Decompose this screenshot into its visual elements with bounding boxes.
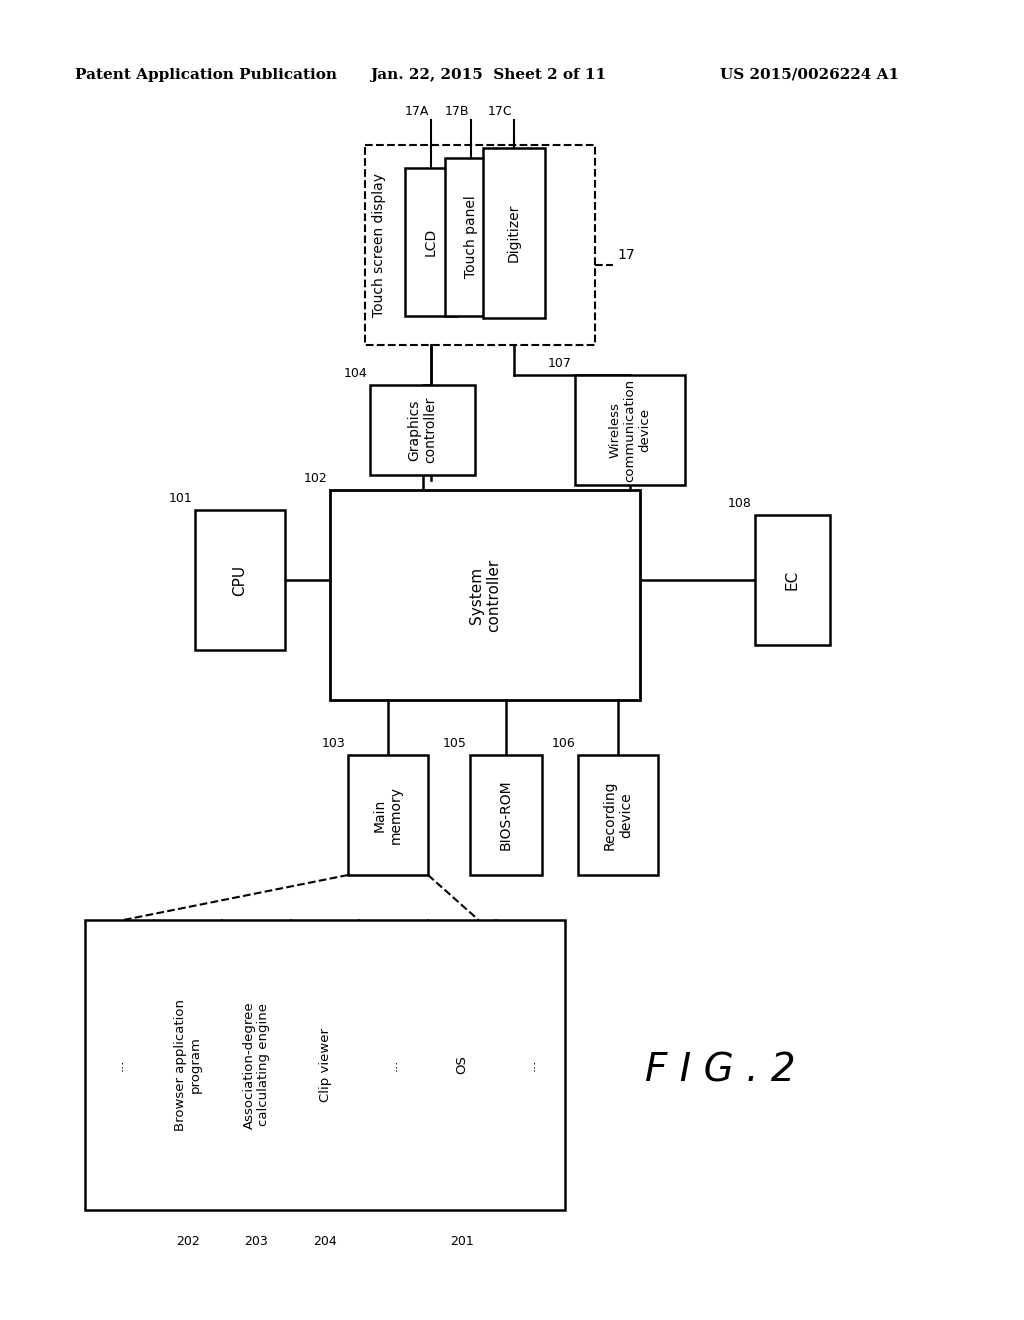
Text: OS: OS xyxy=(456,1056,469,1074)
Text: ...: ... xyxy=(524,1059,538,1072)
Text: 108: 108 xyxy=(728,498,752,510)
Text: LCD: LCD xyxy=(424,228,438,256)
Text: 101: 101 xyxy=(168,492,193,506)
Bar xyxy=(195,510,285,649)
Text: ...: ... xyxy=(387,1059,400,1072)
Text: ...: ... xyxy=(113,1059,126,1072)
Text: EC: EC xyxy=(785,570,800,590)
Text: Graphics
controller: Graphics controller xyxy=(408,397,437,463)
Bar xyxy=(85,920,565,1210)
Bar xyxy=(575,375,685,484)
Text: 17C: 17C xyxy=(487,106,512,117)
Text: 103: 103 xyxy=(322,737,345,750)
Text: CPU: CPU xyxy=(232,565,248,595)
Text: 203: 203 xyxy=(245,1236,268,1247)
Text: 201: 201 xyxy=(451,1236,474,1247)
Text: 17A: 17A xyxy=(404,106,429,117)
Bar xyxy=(365,145,595,345)
Bar xyxy=(483,148,545,318)
Bar xyxy=(348,755,428,875)
Bar xyxy=(578,755,658,875)
Text: 106: 106 xyxy=(551,737,575,750)
Text: BIOS-ROM: BIOS-ROM xyxy=(499,780,513,850)
Text: Touch panel: Touch panel xyxy=(464,195,478,279)
Text: US 2015/0026224 A1: US 2015/0026224 A1 xyxy=(720,69,899,82)
Text: F I G . 2: F I G . 2 xyxy=(645,1051,796,1089)
Text: Recording
device: Recording device xyxy=(603,780,633,850)
Text: Browser application
program: Browser application program xyxy=(174,999,202,1131)
Text: Association-degree
calculating engine: Association-degree calculating engine xyxy=(243,1001,270,1129)
Text: Wireless
communication
device: Wireless communication device xyxy=(608,379,651,482)
Bar xyxy=(755,515,830,645)
Text: Main
memory: Main memory xyxy=(373,785,403,843)
Text: Clip viewer: Clip viewer xyxy=(318,1028,332,1102)
Text: 105: 105 xyxy=(443,737,467,750)
Text: Digitizer: Digitizer xyxy=(507,203,521,263)
Text: 17B: 17B xyxy=(444,106,469,117)
Bar xyxy=(406,168,457,315)
Bar xyxy=(470,755,542,875)
Text: 202: 202 xyxy=(176,1236,200,1247)
Text: System
controller: System controller xyxy=(469,558,501,632)
Text: Jan. 22, 2015  Sheet 2 of 11: Jan. 22, 2015 Sheet 2 of 11 xyxy=(370,69,606,82)
Text: 17: 17 xyxy=(617,248,635,261)
Text: 104: 104 xyxy=(343,367,367,380)
Text: 102: 102 xyxy=(303,473,327,484)
Text: Patent Application Publication: Patent Application Publication xyxy=(75,69,337,82)
Text: Touch screen display: Touch screen display xyxy=(372,173,386,317)
Text: 204: 204 xyxy=(313,1236,337,1247)
Bar xyxy=(330,490,640,700)
Text: 107: 107 xyxy=(548,356,572,370)
Bar xyxy=(445,158,497,315)
Bar xyxy=(370,385,475,475)
